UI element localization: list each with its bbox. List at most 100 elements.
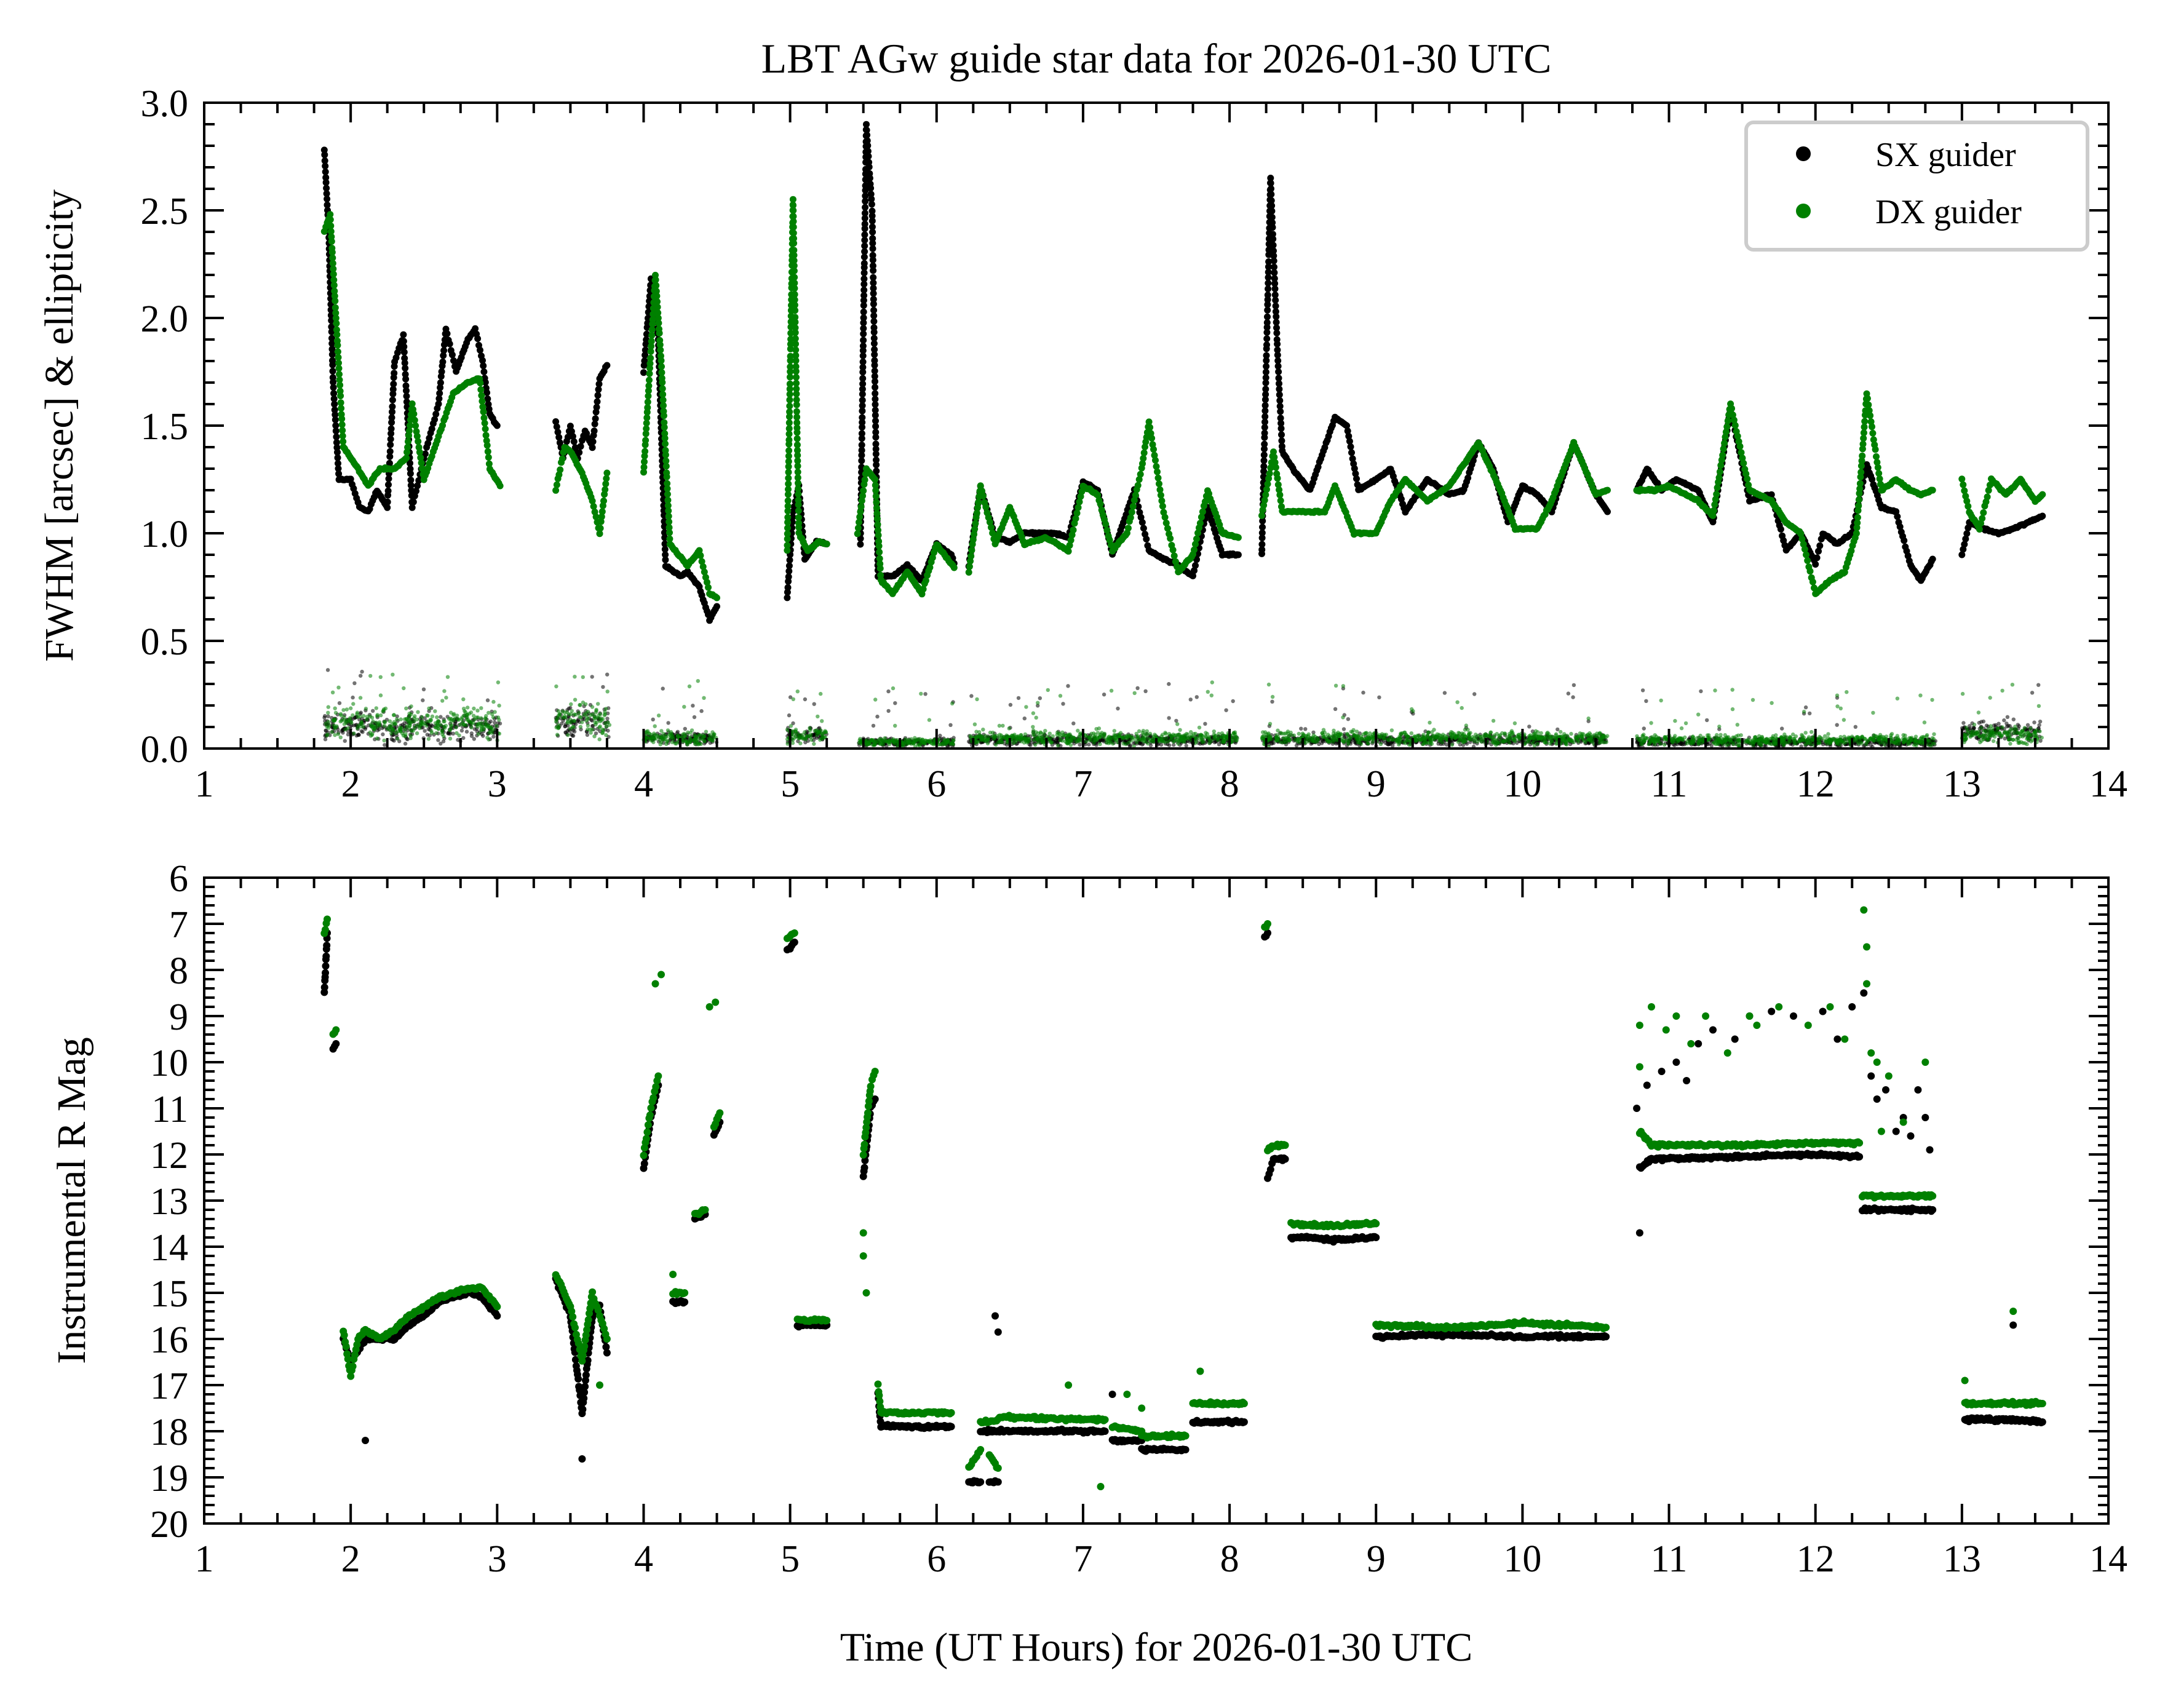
- sx-fwhm-point: [869, 245, 876, 252]
- sx-fwhm-point: [1353, 475, 1360, 482]
- sx-fwhm-point: [1274, 340, 1281, 348]
- dx-fwhm-point: [1128, 509, 1135, 516]
- sx-fwhm-point: [415, 477, 423, 484]
- dx-fwhm-point: [411, 416, 418, 424]
- sx-fwhm-point: [789, 514, 797, 521]
- sx-fwhm-point: [431, 416, 439, 423]
- dx-fwhm-point: [1736, 443, 1744, 450]
- dx-fwhm-point: [331, 287, 338, 295]
- dx-fwhm-point: [1958, 475, 1966, 483]
- sx-fwhm-point: [552, 418, 560, 425]
- dx-fwhm-point: [793, 373, 800, 381]
- ellipticity-point: [359, 710, 363, 715]
- sx-fwhm-point: [330, 390, 338, 397]
- sx-fwhm-point: [334, 454, 341, 461]
- sx-fwhm-point: [402, 382, 410, 389]
- dx-fwhm-point: [795, 507, 802, 514]
- ellipticity-point: [692, 715, 697, 720]
- sx-fwhm-point: [1273, 330, 1281, 336]
- sx-fwhm-point: [871, 367, 878, 375]
- fwhm-points: [320, 121, 2046, 750]
- sx-fwhm-point: [1929, 555, 1936, 563]
- sx-fwhm-point: [387, 435, 394, 443]
- sx-fwhm-point: [1263, 357, 1270, 364]
- dx-fwhm-point: [1855, 496, 1862, 503]
- sx-fwhm-point: [1276, 386, 1283, 393]
- sx-fwhm-point: [860, 253, 868, 261]
- sx-fwhm-point: [642, 351, 649, 359]
- dx-fwhm-point: [1075, 504, 1082, 511]
- ellipticity-point: [871, 723, 876, 728]
- sx-fwhm-point: [863, 121, 870, 128]
- sx-fwhm-point: [870, 279, 877, 287]
- sx-fwhm-point: [1261, 407, 1269, 415]
- sx-fwhm-point: [1276, 397, 1284, 404]
- sx-fwhm-point: [414, 482, 421, 490]
- sx-fwhm-point: [786, 557, 793, 564]
- ellipticity-point: [1571, 695, 1575, 699]
- sx-fwhm-point: [322, 179, 330, 186]
- sx-fwhm-point: [400, 349, 408, 356]
- dx-fwhm-point: [1806, 568, 1814, 575]
- dx-fwhm-point: [600, 497, 607, 504]
- sx-fwhm-point: [448, 351, 456, 359]
- dx-fwhm-point: [647, 354, 654, 362]
- sx-fwhm-point: [1262, 374, 1269, 381]
- sx-fwhm-point: [870, 312, 878, 319]
- dx-fwhm-point: [410, 410, 418, 418]
- sx-fwhm-point: [860, 292, 868, 299]
- sx-fwhm-point: [861, 242, 868, 250]
- ellipticity-point: [1303, 727, 1308, 731]
- dx-fwhm-point: [1867, 412, 1874, 419]
- sx-fwhm-point: [1271, 263, 1277, 271]
- sx-fwhm-point: [1278, 431, 1285, 439]
- sx-fwhm-point: [1258, 546, 1266, 554]
- ellipticity-point: [360, 669, 364, 674]
- dx-fwhm-point: [657, 346, 664, 354]
- sx-fwhm-point: [329, 368, 336, 375]
- sx-fwhm-point: [410, 498, 417, 506]
- dx-fwhm-point: [872, 487, 880, 494]
- sx-fwhm-point: [871, 373, 878, 380]
- sx-fwhm-point: [662, 551, 669, 558]
- sx-fwhm-point: [402, 375, 410, 383]
- ellipticity-point: [787, 713, 792, 718]
- ellipticity-point: [1571, 683, 1576, 688]
- sx-fwhm-point: [386, 453, 394, 460]
- dx-fwhm-point: [597, 525, 604, 532]
- dx-fwhm-point: [1148, 435, 1156, 442]
- sx-fwhm-point: [860, 260, 868, 267]
- sx-fwhm-point: [576, 449, 583, 456]
- sx-fwhm-point: [402, 365, 409, 372]
- sx-fwhm-point: [1352, 470, 1359, 477]
- sx-fwhm-point: [1138, 518, 1146, 526]
- dx-fwhm-point: [602, 486, 609, 493]
- sx-fwhm-point: [1268, 185, 1274, 193]
- dx-fwhm-point: [332, 297, 339, 304]
- sx-fwhm-point: [1768, 491, 1775, 498]
- sx-fwhm-point: [643, 336, 650, 343]
- dx-fwhm-point: [875, 531, 882, 539]
- sx-fwhm-point: [1262, 379, 1269, 386]
- dx-fwhm-point: [785, 474, 792, 482]
- sx-fwhm-point: [862, 204, 869, 211]
- dx-fwhm-point: [1809, 578, 1816, 586]
- sx-fwhm-point: [1344, 427, 1351, 435]
- sx-fwhm-point: [1270, 247, 1277, 255]
- dx-fwhm-point: [327, 222, 335, 229]
- sx-fwhm-point: [1261, 418, 1268, 426]
- dx-fwhm-point: [1097, 500, 1104, 507]
- dx-fwhm-point: [481, 419, 488, 427]
- sx-fwhm-point: [1274, 351, 1281, 359]
- sx-fwhm-point: [862, 187, 869, 194]
- dx-fwhm-point: [482, 425, 489, 432]
- sx-fwhm-point: [1277, 408, 1284, 415]
- dx-fwhm-point: [1929, 487, 1936, 494]
- ellipticity-point: [886, 709, 891, 713]
- ellipticity-point: [1167, 716, 1171, 720]
- dx-fwhm-point: [336, 371, 343, 378]
- sx-fwhm-point: [865, 153, 872, 160]
- dx-fwhm-point: [1724, 417, 1731, 424]
- sx-fwhm-point: [860, 336, 867, 344]
- sx-fwhm-point: [474, 335, 482, 343]
